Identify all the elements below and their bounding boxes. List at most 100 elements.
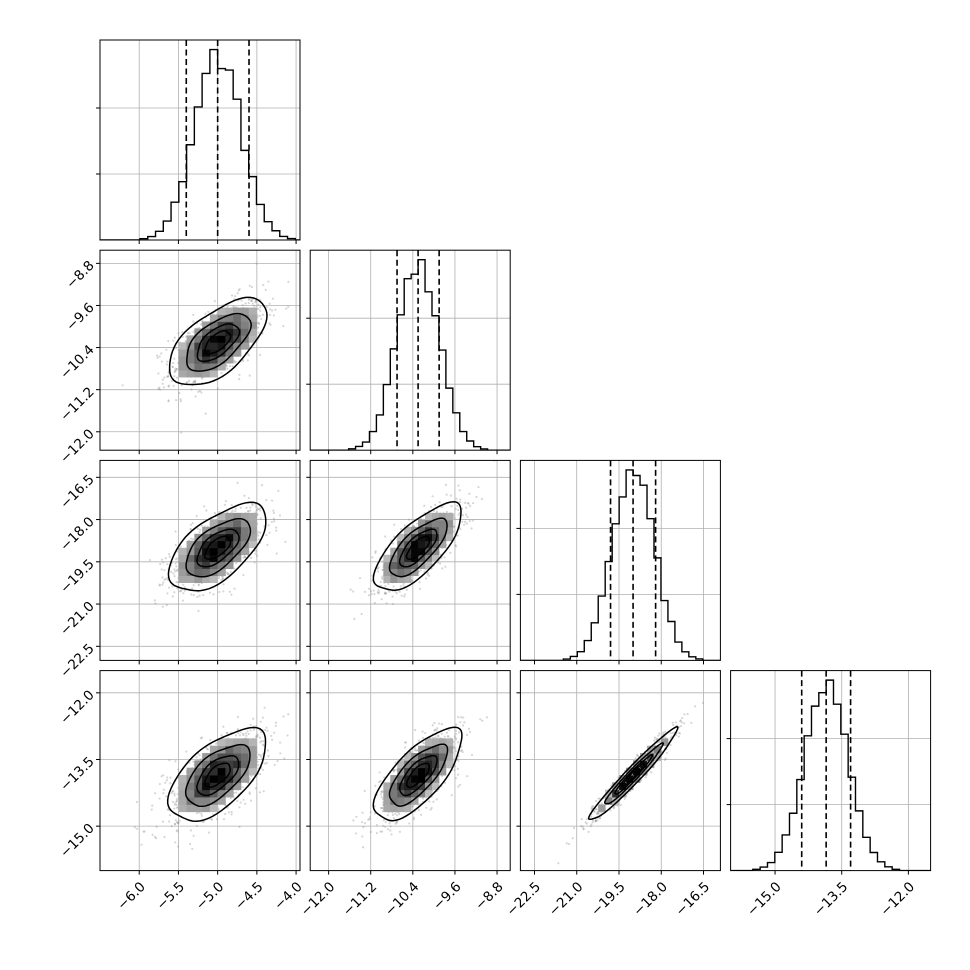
scatter-point (424, 732, 427, 735)
y-tick-label: −22.5 (57, 641, 98, 682)
scatter-point (405, 588, 408, 591)
histogram-3 (730, 679, 931, 871)
scatter-point (636, 754, 639, 757)
scatter-point (408, 822, 411, 825)
scatter-point (238, 825, 241, 828)
scatter-point (426, 573, 429, 576)
scatter-point (234, 734, 238, 737)
scatter-point (161, 382, 164, 385)
scatter-point (459, 498, 462, 501)
panel-frame (309, 670, 511, 872)
scatter-point (384, 535, 387, 538)
panel-frame (99, 670, 301, 872)
density-cell (178, 363, 187, 371)
scatter-point (173, 822, 176, 825)
density-cell (178, 568, 187, 577)
density-cell (217, 782, 226, 791)
density-cell (209, 767, 219, 776)
scatter-point (665, 751, 669, 755)
scatter-point (199, 737, 202, 740)
scatter-point (431, 724, 434, 727)
scatter-points (121, 262, 290, 434)
scatter-point (463, 523, 466, 526)
scatter-point (612, 807, 615, 810)
scatter-point (669, 732, 672, 735)
contour-3 (203, 535, 232, 560)
x-tick-label: −21.0 (546, 879, 587, 920)
density-cell (186, 370, 195, 378)
density-cell (202, 760, 211, 769)
density-cell (390, 575, 398, 583)
scatter-point (196, 595, 199, 598)
scatter-point (470, 753, 474, 757)
scatter-point (444, 483, 448, 486)
density-cell (217, 349, 226, 357)
scatter-point (450, 794, 453, 797)
scatter-point (179, 590, 182, 593)
scatter-point (198, 530, 201, 534)
scatter-point (227, 811, 230, 814)
scatter-point (457, 513, 460, 516)
scatter-point (582, 828, 585, 831)
scatter-point (672, 723, 675, 727)
density-cell (248, 314, 257, 322)
scatter-point (433, 729, 436, 732)
scatter-point (658, 740, 661, 743)
scatter-point (176, 806, 180, 809)
scatter-point (259, 531, 262, 534)
scatter-point (464, 506, 468, 509)
scatter-point (443, 556, 446, 559)
scatter-point (192, 330, 195, 333)
scatter-point (650, 771, 653, 774)
density-cell (186, 342, 195, 350)
density-cell (390, 775, 398, 783)
scatter-point (253, 304, 256, 307)
scatter-point (257, 531, 260, 534)
scatter-point (613, 806, 616, 809)
density-cell (397, 775, 405, 783)
scatter-point (161, 605, 165, 608)
density-cell (425, 512, 433, 521)
scatter-point (135, 800, 139, 804)
scatter-point (254, 505, 257, 509)
scatter-point (189, 842, 192, 846)
density-cell (390, 568, 398, 577)
scatter-point (175, 797, 178, 801)
scatter-point (421, 797, 425, 800)
scatter-point (455, 723, 458, 726)
scatter-point (259, 720, 262, 723)
scatter-point (414, 728, 417, 732)
panel-2-2 (516, 459, 721, 665)
density-cell (217, 789, 226, 798)
scatter-point (226, 572, 229, 575)
scatter-point (358, 576, 362, 580)
scatter-point (678, 732, 682, 735)
scatter-point (260, 484, 264, 487)
scatter-point (173, 807, 176, 810)
scatter-point (171, 790, 174, 793)
density-cell (404, 533, 412, 542)
scatter-point (153, 835, 157, 838)
density-cell (178, 789, 187, 798)
scatter-point (204, 312, 207, 315)
scatter-point (590, 815, 593, 818)
density-cell (209, 335, 219, 343)
scatter-point (143, 830, 146, 833)
scatter-point (259, 506, 262, 510)
scatter-point (272, 517, 276, 520)
scatter-point (184, 340, 187, 343)
scatter-point (585, 822, 588, 825)
scatter-point (435, 510, 438, 513)
scatter-point (429, 505, 433, 509)
scatter-point (242, 359, 245, 363)
x-tick-label: −16.5 (673, 879, 714, 920)
scatter-point (266, 749, 269, 752)
contour-3 (405, 762, 431, 789)
scatter-point (197, 609, 200, 612)
density-cell (390, 782, 398, 791)
scatter-point (595, 799, 598, 803)
density-cell (240, 519, 250, 528)
scatter-point (266, 543, 269, 546)
scatter-point (581, 825, 584, 828)
density-cells (383, 738, 454, 813)
